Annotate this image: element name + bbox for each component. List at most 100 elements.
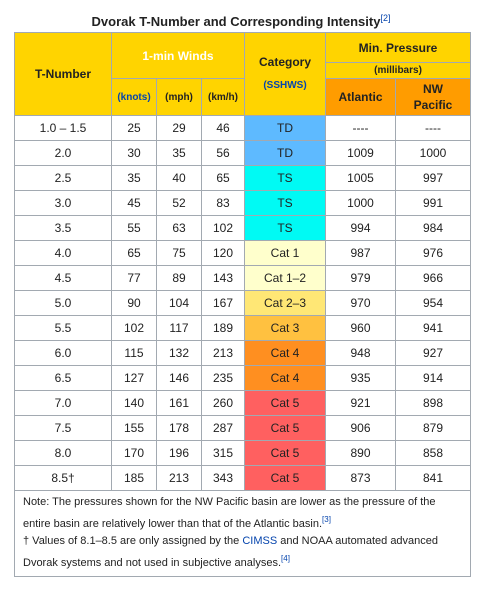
table-row: 7.0 140 161 260 Cat 5 921 898 [14,390,472,416]
knots-cell: 140 [111,390,157,416]
category-cell: TD [244,115,326,141]
mph-cell: 40 [156,165,202,191]
nw-pacific-pressure-cell: ---- [394,115,472,141]
mph-cell: 117 [156,315,202,341]
note-values-pre: † Values of 8.1–8.5 are only assigned by… [23,535,243,547]
table-title: Dvorak T-Number and Corresponding Intens… [91,14,381,29]
table-notes: Note: The pressures shown for the NW Pac… [13,490,472,577]
mph-cell: 161 [156,390,202,416]
knots-cell: 115 [111,340,157,366]
kmh-cell: 287 [201,415,245,441]
header-knots: (knots) [111,78,157,116]
nw-pacific-pressure-cell: 954 [394,290,472,316]
nw-pacific-pressure-cell: 879 [394,415,472,441]
kmh-cell: 315 [201,440,245,466]
knots-cell: 45 [111,190,157,216]
category-cell: TS [244,165,326,191]
kmh-cell: 260 [201,390,245,416]
knots-cell: 55 [111,215,157,241]
t-number-cell: 6.0 [14,340,112,366]
t-number-cell: 8.0 [14,440,112,466]
category-cell: Cat 1 [244,240,326,266]
note-pressure-text: Note: The pressures shown for the NW Pac… [23,496,436,530]
knots-cell: 77 [111,265,157,291]
t-number-cell: 7.0 [14,390,112,416]
atlantic-pressure-cell: ---- [325,115,396,141]
nw-pacific-pressure-cell: 898 [394,390,472,416]
category-cell: Cat 5 [244,440,326,466]
knots-cell: 155 [111,415,157,441]
header-atlantic: Atlantic [325,78,396,116]
kmh-cell: 235 [201,365,245,391]
knots-cell: 30 [111,140,157,166]
table-caption: Dvorak T-Number and Corresponding Intens… [0,0,482,32]
citation-link[interactable]: [2] [380,13,391,23]
table-row: 6.0 115 132 213 Cat 4 948 927 [14,340,472,366]
table-row: 3.0 45 52 83 TS 1000 991 [14,190,472,216]
table-row: 3.5 55 63 102 TS 994 984 [14,215,472,241]
atlantic-pressure-cell: 890 [325,440,396,466]
kmh-cell: 56 [201,140,245,166]
header-tnumber: T-Number [14,32,112,116]
citation-link[interactable]: [3] [322,515,331,524]
category-cell: TS [244,190,326,216]
t-number-cell: 6.5 [14,365,112,391]
table-row: 5.0 90 104 167 Cat 2–3 970 954 [14,290,472,316]
table-row: 7.5 155 178 287 Cat 5 906 879 [14,415,472,441]
category-cell: Cat 4 [244,340,326,366]
kmh-cell: 65 [201,165,245,191]
table-row: 4.0 65 75 120 Cat 1 987 976 [14,240,472,266]
kmh-cell: 46 [201,115,245,141]
t-number-cell: 2.0 [14,140,112,166]
header-kmh: (km/h) [201,78,245,116]
header-min-pressure: Min. Pressure [324,32,472,63]
atlantic-pressure-cell: 873 [325,465,396,491]
kmh-cell: 167 [201,290,245,316]
atlantic-pressure-cell: 1005 [325,165,396,191]
knots-cell: 35 [111,165,157,191]
nw-pacific-pressure-cell: 941 [394,315,472,341]
category-cell: TD [244,140,326,166]
table-row: 6.5 127 146 235 Cat 4 935 914 [14,365,472,391]
t-number-cell: 8.5† [14,465,112,491]
table-row: 2.0 30 35 56 TD 1009 1000 [14,140,472,166]
atlantic-pressure-cell: 921 [325,390,396,416]
atlantic-pressure-cell: 906 [325,415,396,441]
nw-pacific-pressure-cell: 1000 [394,140,472,166]
t-number-cell: 5.0 [14,290,112,316]
nw-pacific-pressure-cell: 927 [394,340,472,366]
citation-link[interactable]: [4] [281,554,290,563]
t-number-cell: 2.5 [14,165,112,191]
t-number-cell: 7.5 [14,415,112,441]
t-number-cell: 5.5 [14,315,112,341]
header-mph: (mph) [156,78,202,116]
knots-cell: 127 [111,365,157,391]
knots-cell: 25 [111,115,157,141]
kmh-cell: 143 [201,265,245,291]
category-cell: Cat 5 [244,415,326,441]
mph-cell: 29 [156,115,202,141]
knots-cell: 102 [111,315,157,341]
note-pressure: Note: The pressures shown for the NW Pac… [23,494,462,533]
kmh-cell: 83 [201,190,245,216]
knots-link[interactable]: (knots) [117,91,151,103]
category-cell: Cat 3 [244,315,326,341]
note-values: † Values of 8.1–8.5 are only assigned by… [23,533,462,572]
atlantic-pressure-cell: 948 [325,340,396,366]
category-cell: Cat 4 [244,365,326,391]
atlantic-pressure-cell: 970 [325,290,396,316]
mph-cell: 35 [156,140,202,166]
table-row: 1.0 – 1.5 25 29 46 TD ---- ---- [14,115,472,141]
cimss-link[interactable]: CIMSS [242,535,278,547]
mph-cell: 52 [156,190,202,216]
t-number-cell: 3.5 [14,215,112,241]
sshws-link[interactable]: (SSHWS) [263,80,307,91]
mph-cell: 89 [156,265,202,291]
header-nw: NW [423,82,443,96]
category-cell: Cat 5 [244,465,326,491]
category-cell: Cat 5 [244,390,326,416]
header-millibars: (millibars) [324,62,472,79]
mph-cell: 132 [156,340,202,366]
header-winds: 1-min Winds [111,32,245,79]
knots-cell: 170 [111,440,157,466]
